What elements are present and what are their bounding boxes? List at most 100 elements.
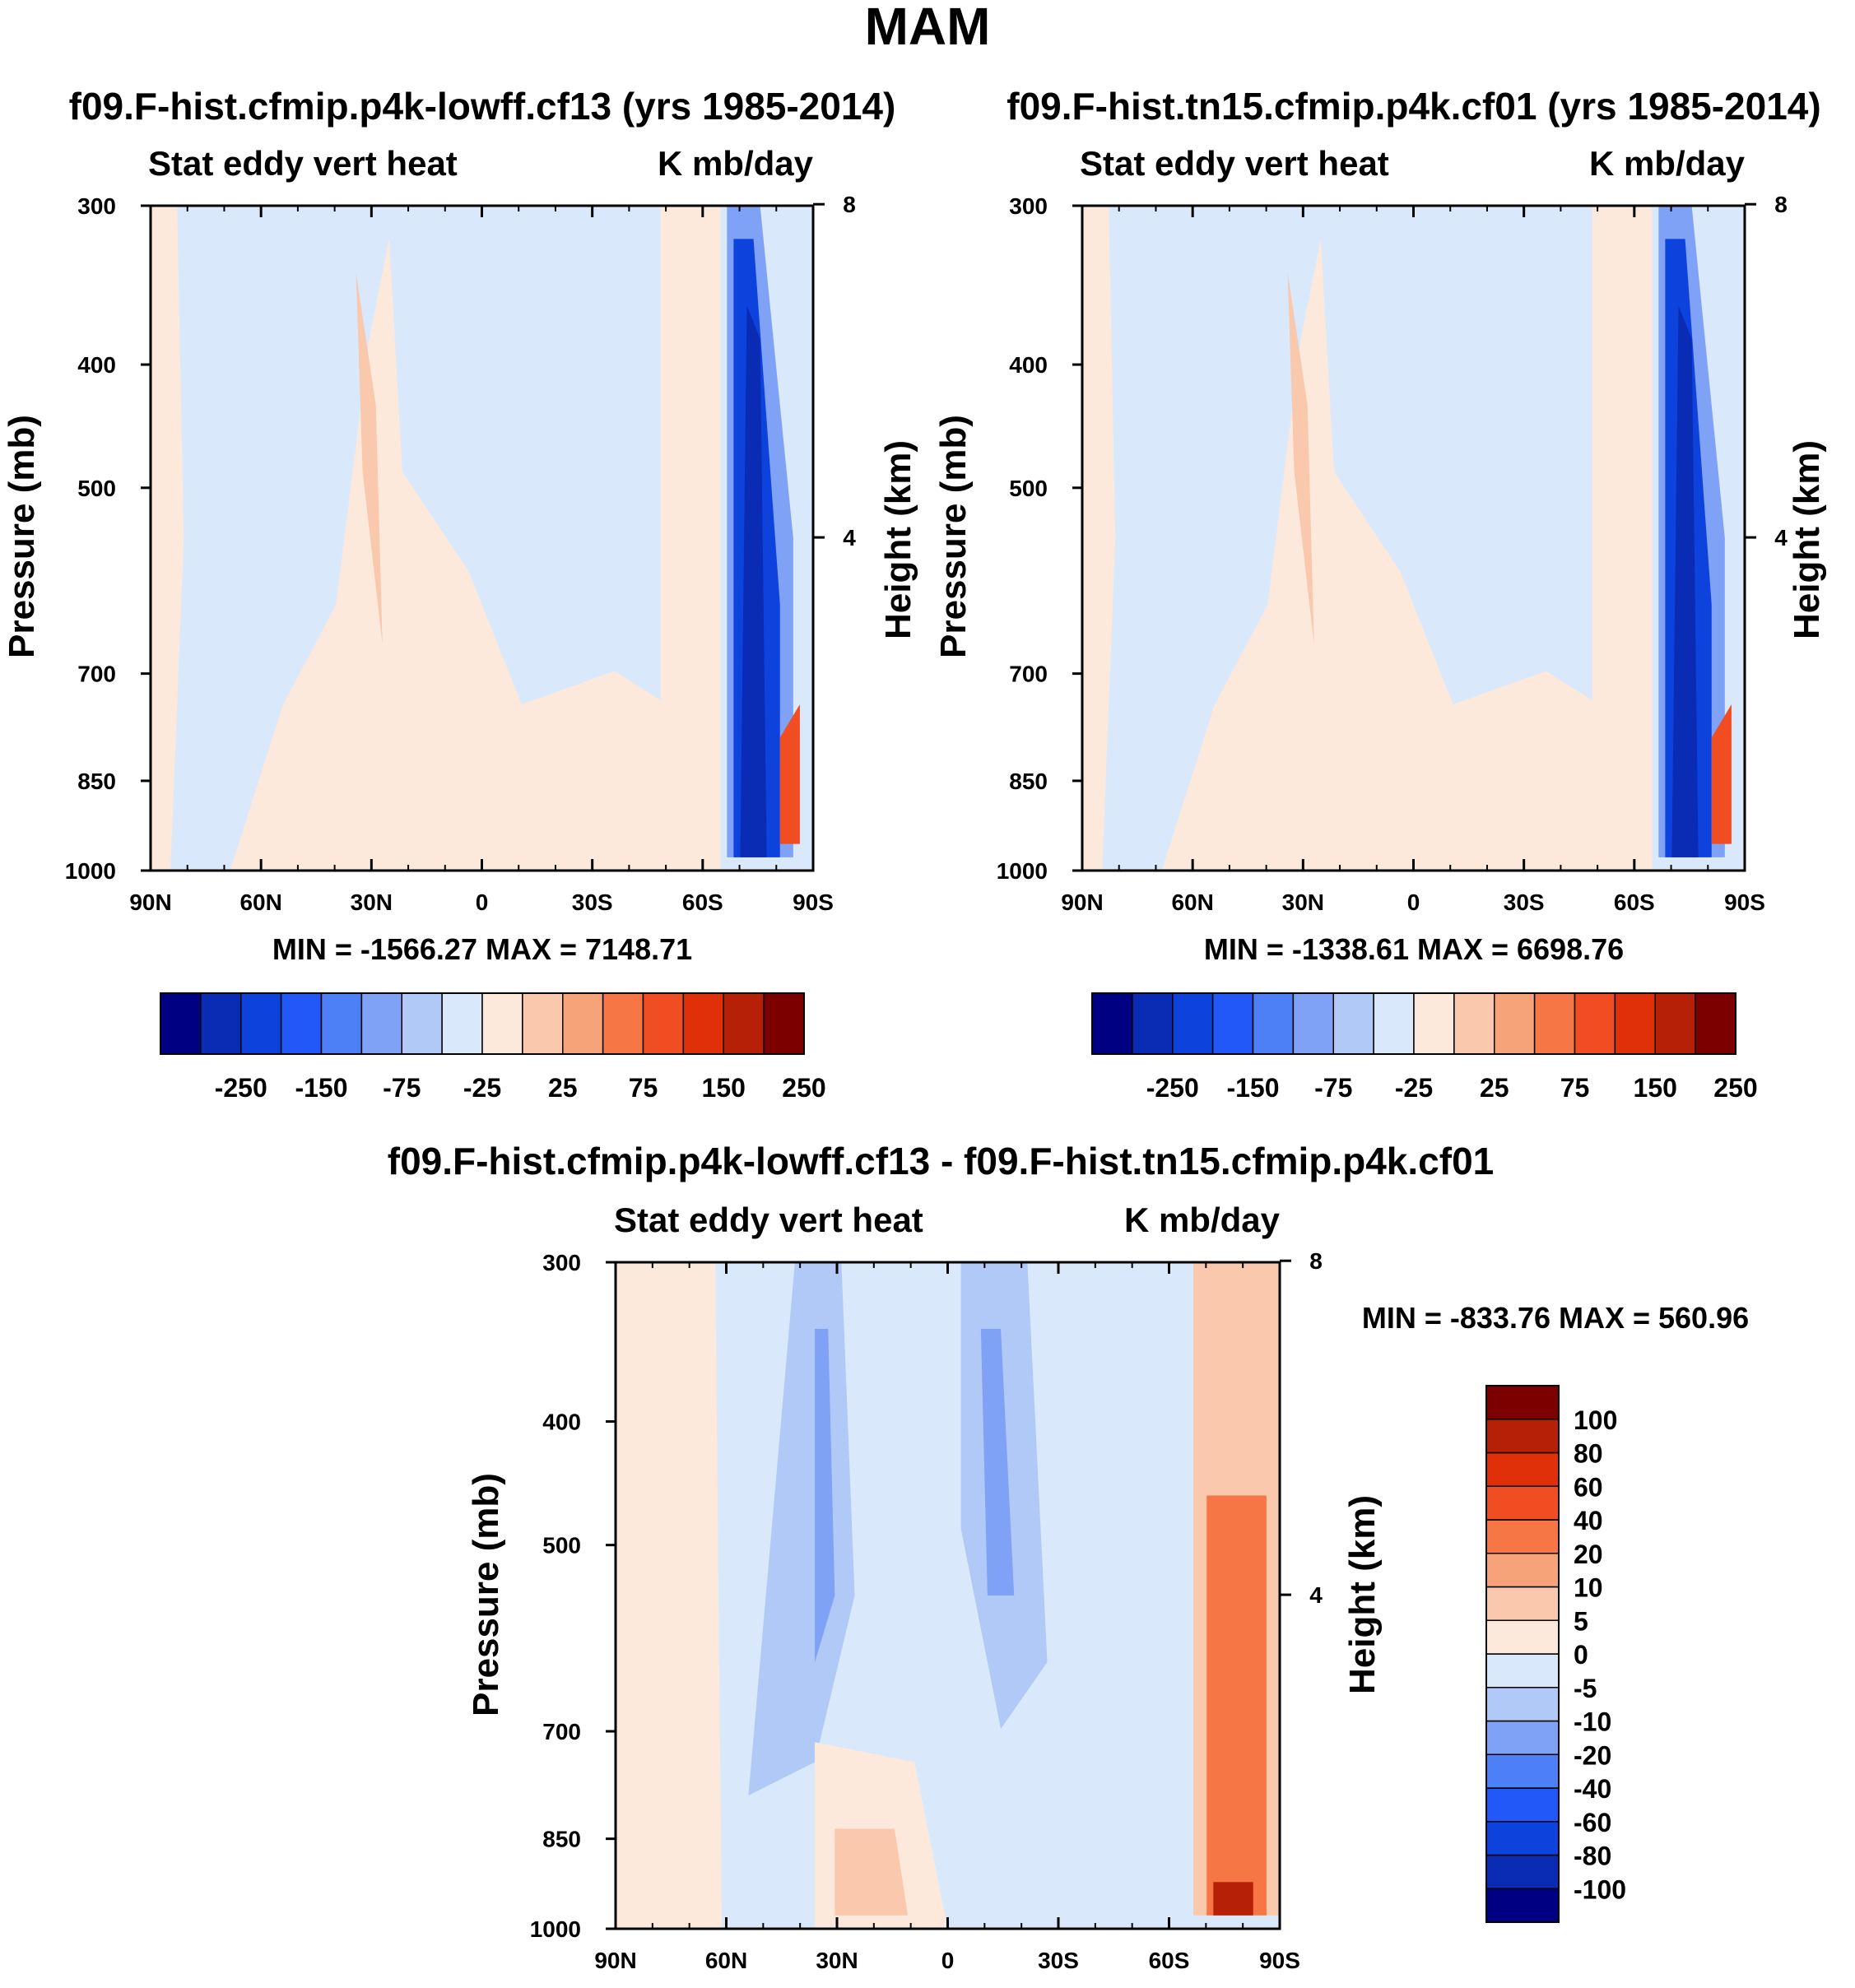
colorbar-label: -150 [295,1073,347,1103]
colorbar-swatch [1485,1619,1560,1655]
panel1-colorbar: -250 -150 -75 -25 25 75 150 250 [160,992,826,1103]
colorbar-label: -250 [215,1073,267,1103]
y-tick-label: 400 [1009,352,1048,378]
y-tick-label: 700 [77,662,116,687]
y-tick-label: 400 [77,352,116,378]
x-tick-label: 0 [1407,889,1420,915]
y-tick-label: 1000 [997,858,1048,884]
colorbar-swatch [1494,992,1536,1055]
colorbar-label: -250 [1146,1073,1199,1103]
field-patch [980,1329,1015,1596]
field-patch [1592,206,1653,871]
colorbar-label: 5 [1574,1606,1588,1636]
colorbar-swatch [200,992,242,1055]
colorbar-label: -80 [1574,1842,1611,1871]
x-tick-label: 90S [1724,889,1765,915]
panel1-variable-label: Stat eddy vert heat [148,144,458,183]
panel1-units-label: K mb/day [657,144,813,183]
colorbar-label: 20 [1574,1540,1603,1569]
colorbar-swatch [1485,1452,1560,1487]
colorbar-label: 100 [1574,1405,1617,1435]
colorbar-swatch [682,992,724,1055]
y-tick-label: 700 [1009,662,1048,687]
colorbar-swatch [763,992,805,1055]
colorbar-label: 250 [782,1073,825,1103]
field-patch [1711,704,1732,844]
field-patch [1206,1495,1267,1916]
x-tick-label: 60N [239,889,281,915]
colorbar-swatch [1485,1687,1560,1722]
panel3-units-label: K mb/day [1123,1201,1280,1239]
colorbar-label: -60 [1574,1808,1611,1837]
field-patch [660,206,721,871]
x-tick-label: 60N [705,1948,747,1973]
colorbar-swatch [1252,992,1295,1055]
field-patch [835,1828,909,1916]
colorbar-label: 150 [1634,1073,1677,1103]
field-patch [1671,305,1699,857]
y-tick-label: 500 [77,476,116,501]
colorbar-label: -25 [463,1073,501,1103]
colorbar-swatch [602,992,644,1055]
colorbar-swatch [1485,1753,1560,1789]
x-tick-label: 30N [351,889,393,915]
colorbar-swatch [1485,1485,1560,1521]
field-patch [1287,272,1314,645]
colorbar-label: -20 [1574,1740,1611,1770]
y-tick-label: 1000 [530,1916,581,1942]
panel2-y-axis-label: Pressure (mb) [933,415,974,658]
panel1-title: f09.F-hist.cfmip.p4k-lowff.cf13 (yrs 198… [68,85,896,128]
colorbar-label: -25 [1395,1073,1433,1103]
colorbar-label: -40 [1574,1774,1611,1804]
panel1-minmax: MIN = -1566.27 MAX = 7148.71 [272,932,693,966]
y-tick-label: 850 [1009,769,1048,794]
x-tick-label: 90S [793,889,834,915]
x-tick-label: 60S [682,889,723,915]
colorbar-swatch [1485,1787,1560,1823]
panel2-variable-label: Stat eddy vert heat [1080,144,1389,183]
figure-title: MAM [864,0,991,56]
y-tick-label: 300 [542,1250,581,1275]
colorbar-swatch [1332,992,1374,1055]
field-patch [1213,1882,1253,1916]
colorbar-swatch [360,992,402,1055]
field-patch [779,704,800,844]
colorbar-label: 75 [629,1073,658,1103]
y-tick-label: 500 [542,1533,581,1558]
panel3-field [616,1262,1280,1929]
colorbar-swatch [1211,992,1254,1055]
panel2-title: f09.F-hist.tn15.cfmip.p4k.cf01 (yrs 1985… [1007,85,1821,128]
panel2-minmax: MIN = -1338.61 MAX = 6698.76 [1203,932,1625,966]
colorbar-swatch [1172,992,1214,1055]
colorbar-label: 40 [1574,1506,1603,1535]
y-tick-label: 300 [1009,193,1048,219]
field-background [616,1262,1280,1929]
field-patch [616,1262,723,1929]
colorbar-label: -75 [383,1073,421,1103]
x-tick-label: 30S [572,889,613,915]
colorbar-label: -150 [1226,1073,1279,1103]
panel1-axes: 90N 60N 30N 0 30S 60S 90S 300 400 500 700 850 1000 8 4 [65,192,857,915]
x-tick-label: 30N [1282,889,1324,915]
field-patch [230,239,667,871]
colorbar-swatch [441,992,483,1055]
field-patch [356,272,383,645]
x-tick-label: 60N [1171,889,1213,915]
colorbar-swatch [1654,992,1696,1055]
colorbar-swatch [562,992,604,1055]
colorbar-swatch [320,992,363,1055]
colorbar-swatch [1485,1821,1560,1856]
panel1-field [151,206,813,871]
colorbar-swatch [1485,1888,1560,1923]
panel3-y-axis-label: Pressure (mb) [466,1473,506,1716]
x-tick-label: 90N [1061,889,1103,915]
x-tick-label: 0 [476,889,489,915]
colorbar-swatch [1373,992,1415,1055]
colorbar-swatch [1485,1720,1560,1755]
y2-tick-label: 8 [843,192,856,217]
colorbar-frame [160,992,805,1055]
panel2-field [1082,206,1745,871]
y-tick-label: 300 [77,193,116,219]
colorbar-swatch [1485,1385,1560,1420]
